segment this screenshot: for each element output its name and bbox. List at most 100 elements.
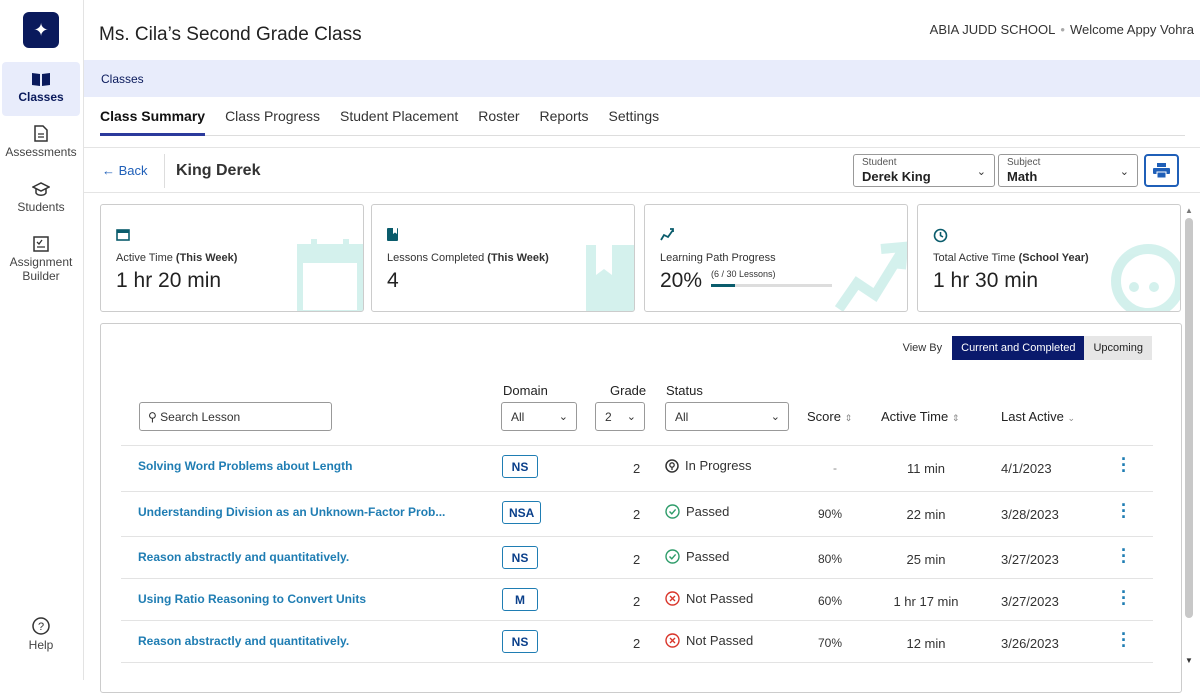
in-progress-icon <box>665 458 679 473</box>
calendar-icon <box>116 229 130 241</box>
more-options-icon[interactable]: · · · <box>1121 449 1127 481</box>
lesson-link[interactable]: Reason abstractly and quantitatively. <box>138 550 350 564</box>
check-circle-icon <box>665 504 680 519</box>
progress-sub-label: (6 / 30 Lessons) <box>711 269 776 279</box>
page-header: Ms. Cila’s Second Grade Class ABIA JUDD … <box>84 0 1200 60</box>
domain-select-value: All <box>511 410 525 424</box>
active-time-value: 11 min <box>906 461 946 476</box>
domain-select[interactable]: All ⌄ <box>501 402 577 431</box>
app-logo-icon[interactable]: ✦ <box>23 12 59 48</box>
last-active-value: 3/28/2023 <box>1001 507 1059 522</box>
card-value: 20% <box>660 269 703 292</box>
progress-fill <box>711 284 736 287</box>
lessons-panel: View By Current and Completed Upcoming D… <box>100 323 1182 693</box>
sort-icon: ⇕ <box>951 413 960 423</box>
rail-item-help[interactable]: ? Help <box>2 617 80 652</box>
tab-reports[interactable]: Reports <box>539 108 589 124</box>
search-input[interactable]: ⚲ Search Lesson <box>139 402 332 431</box>
page-title: Ms. Cila’s Second Grade Class <box>99 24 362 45</box>
grade-value: 2 <box>633 594 641 609</box>
tab-roster[interactable]: Roster <box>478 108 520 124</box>
more-options-icon[interactable]: · · · <box>1121 582 1127 614</box>
lesson-link[interactable]: Understanding Division as an Unknown-Fac… <box>138 505 446 519</box>
scroll-down-icon: ▼ <box>1185 656 1193 665</box>
rail-item-assignment-builder[interactable]: Assignment Builder <box>2 236 80 283</box>
active-time-value: 12 min <box>906 636 946 651</box>
lesson-link[interactable]: Solving Word Problems about Length <box>138 459 353 473</box>
user-info: ABIA JUDD SCHOOL • Welcome Appy Vohra <box>930 22 1194 37</box>
status-cell: Passed <box>665 504 729 519</box>
score-sort-header[interactable]: Score ⇕ <box>807 409 853 424</box>
tab-class-progress[interactable]: Class Progress <box>225 108 320 124</box>
view-upcoming-button[interactable]: Upcoming <box>1084 336 1152 360</box>
active-time-value: 22 min <box>906 507 946 522</box>
path-icon <box>660 228 674 241</box>
chevron-down-icon: ⌄ <box>558 411 568 423</box>
page-scrollbar[interactable]: ▲ ▼ <box>1184 206 1194 670</box>
chevron-down-icon: ⌄ <box>770 411 780 423</box>
left-nav-rail: ✦ Classes Assessments Students Assignmen… <box>0 0 84 680</box>
grade-select-value: 2 <box>605 410 612 424</box>
check-circle-icon <box>665 549 680 564</box>
card-active-time: Active Time (This Week) 1 hr 20 min <box>100 204 364 312</box>
table-end-divider <box>121 662 1153 663</box>
rail-item-assessments[interactable]: Assessments <box>2 125 80 159</box>
rail-item-classes[interactable]: Classes <box>2 62 80 116</box>
back-button[interactable]: ← Back <box>102 163 148 178</box>
separator-dot: • <box>1060 22 1065 37</box>
domain-badge: NS <box>502 630 538 653</box>
chevron-down-icon: ⌄ <box>1119 166 1129 178</box>
tab-bar: Class Summary Class Progress Student Pla… <box>100 98 1185 136</box>
tab-student-placement[interactable]: Student Placement <box>339 108 459 124</box>
subject-select-value: Math <box>1007 169 1038 184</box>
graduation-cap-icon <box>32 182 50 196</box>
more-options-icon[interactable]: · · · <box>1121 495 1127 527</box>
subject-select[interactable]: Subject Math ⌄ <box>998 154 1138 187</box>
last-active-sort-header[interactable]: Last Active ⌄ <box>1001 409 1076 424</box>
more-options-icon[interactable]: · · · <box>1121 540 1127 572</box>
domain-badge: NSA <box>502 501 542 524</box>
view-current-completed-button[interactable]: Current and Completed <box>952 336 1085 360</box>
domain-badge: M <box>502 588 538 611</box>
tab-class-summary[interactable]: Class Summary <box>100 98 206 136</box>
active-time-value: 25 min <box>906 552 946 567</box>
lesson-link[interactable]: Using Ratio Reasoning to Convert Units <box>138 592 367 606</box>
chevron-down-icon: ⌄ <box>976 166 986 178</box>
document-icon <box>34 125 48 142</box>
more-options-icon[interactable]: · · · <box>1121 624 1127 656</box>
score-value: - <box>833 461 837 475</box>
chevron-down-icon: ⌄ <box>626 411 636 423</box>
checklist-icon <box>33 236 49 252</box>
card-value: 4 <box>387 269 399 292</box>
last-active-value: 3/26/2023 <box>1001 636 1059 651</box>
rail-item-label: Students <box>17 200 65 214</box>
school-name: ABIA JUDD SCHOOL <box>929 22 1056 37</box>
printer-icon <box>1153 163 1170 178</box>
student-select-label: Student <box>862 157 897 168</box>
status-text: Not Passed <box>686 633 754 648</box>
active-time-sort-header[interactable]: Active Time ⇕ <box>881 409 960 424</box>
status-cell: Not Passed <box>665 633 753 648</box>
grade-value: 2 <box>633 552 641 567</box>
student-select[interactable]: Student Derek King ⌄ <box>853 154 995 187</box>
grade-select[interactable]: 2 ⌄ <box>595 402 645 431</box>
view-by-label: View By <box>902 342 943 354</box>
table-row: Reason abstractly and quantitatively. NS 2… <box>121 620 1153 662</box>
last-active-value: 3/27/2023 <box>1001 552 1059 567</box>
card-label: Learning Path Progress <box>660 252 776 264</box>
student-name: King Derek <box>176 162 261 179</box>
card-total-active-time: Total Active Time (School Year) 1 hr 30 … <box>917 204 1181 312</box>
card-label: Lessons Completed (This Week) <box>387 252 549 264</box>
rail-item-label: Assessments <box>5 145 77 159</box>
rail-item-label: Help <box>28 638 54 652</box>
lesson-link[interactable]: Reason abstractly and quantitatively. <box>138 634 350 648</box>
welcome-text[interactable]: Welcome Appy Vohra <box>1069 22 1194 37</box>
status-select[interactable]: All ⌄ <box>665 402 789 431</box>
scrollbar-thumb[interactable] <box>1185 218 1193 618</box>
domain-badge: NS <box>502 546 538 569</box>
print-button[interactable] <box>1144 154 1179 187</box>
bookmark-icon <box>387 228 398 241</box>
rail-item-students[interactable]: Students <box>2 182 80 214</box>
breadcrumb-classes[interactable]: Classes <box>101 72 144 86</box>
tab-settings[interactable]: Settings <box>608 108 660 124</box>
